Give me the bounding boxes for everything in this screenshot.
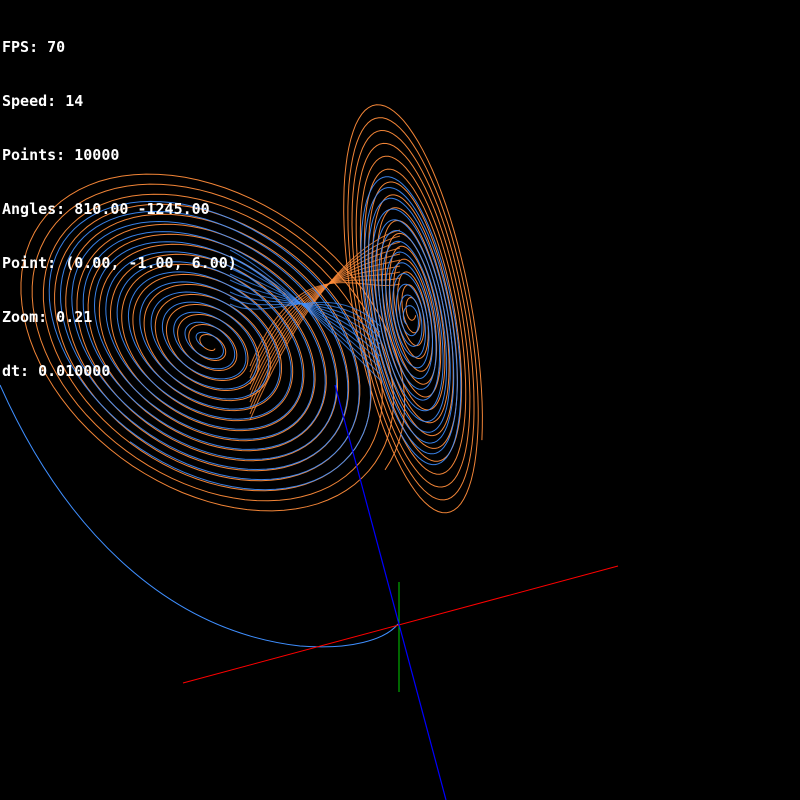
axis-z (334, 384, 447, 800)
trajectory-segment (249, 282, 401, 367)
hud-dt: dt: 0.010000 (2, 362, 111, 380)
trajectory-segment (20, 173, 406, 512)
trajectory-segment (343, 104, 483, 514)
axis-x (182, 565, 619, 684)
hud-fps: FPS: 70 (2, 38, 66, 56)
trajectory-segment (48, 200, 372, 491)
hud-zoom: Zoom: 0.21 (2, 308, 93, 326)
trajectory-segment (229, 301, 381, 327)
hud-angles: Angles: 810.00 -1245.00 (2, 200, 210, 218)
hud-overlay: FPS: 70 Speed: 14 Points: 10000 Angles: … (2, 2, 237, 398)
hud-speed: Speed: 14 (2, 92, 84, 110)
hud-points: Points: 10000 (2, 146, 120, 164)
trajectory-tail-blue (0, 384, 399, 648)
trajectory-orange (20, 104, 483, 514)
hud-point: Point: (0.00, -1.00, 6.00) (2, 254, 237, 272)
trajectory-blue (48, 176, 462, 491)
trajectory-segment (360, 176, 462, 466)
